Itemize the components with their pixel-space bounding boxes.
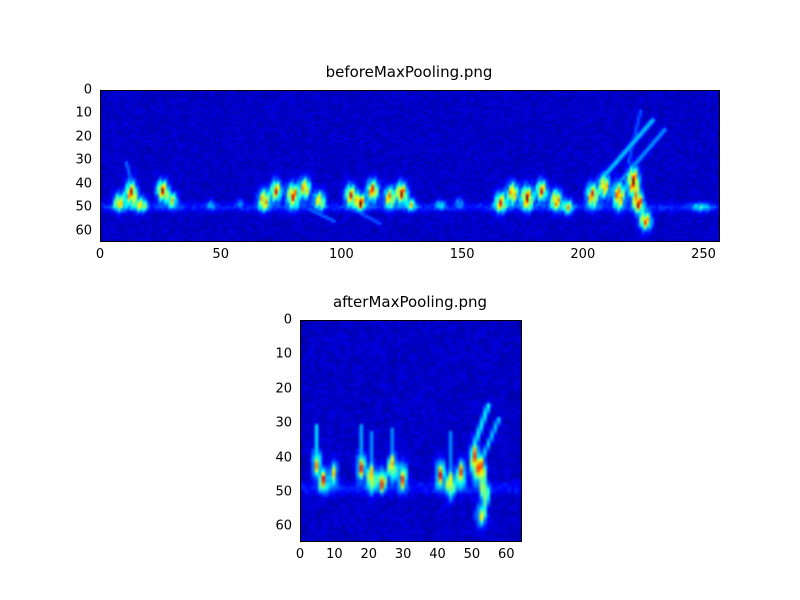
x-tick-label: 10 xyxy=(326,547,343,562)
x-tick-label: 0 xyxy=(95,247,105,262)
x-tick-label: 60 xyxy=(497,547,515,562)
y-tick-label: 10 xyxy=(275,346,292,362)
spectrogram-image-after xyxy=(301,321,521,541)
axes-before xyxy=(100,90,720,242)
y-tick-label: 60 xyxy=(275,518,292,534)
axes-after xyxy=(300,320,522,542)
y-tick-label: 60 xyxy=(75,223,92,239)
y-tick-label: 0 xyxy=(83,82,92,98)
y-tick-label: 40 xyxy=(275,450,292,465)
x-tick-label: 20 xyxy=(360,547,378,562)
x-tick-label: 250 xyxy=(691,247,716,262)
x-tick-label: 100 xyxy=(328,247,354,262)
y-tick-label: 20 xyxy=(275,381,292,397)
plot-title-before: beforeMaxPooling.png xyxy=(325,63,493,81)
spectrogram-image-before xyxy=(101,91,719,241)
y-tick-label: 50 xyxy=(275,484,292,500)
x-tick-label: 200 xyxy=(570,247,596,262)
x-tick-label: 40 xyxy=(429,547,446,562)
x-tick-label: 0 xyxy=(295,547,305,562)
y-tick-label: 10 xyxy=(75,105,92,121)
x-tick-label: 150 xyxy=(449,247,475,262)
y-tick-label: 20 xyxy=(75,129,92,145)
x-tick-label: 50 xyxy=(463,547,481,562)
y-tick-label: 30 xyxy=(75,152,92,168)
x-tick-label: 30 xyxy=(394,547,412,562)
y-tick-label: 40 xyxy=(75,176,92,192)
plot-title-after: afterMaxPooling.png xyxy=(332,293,488,311)
y-tick-label: 50 xyxy=(75,199,92,215)
x-tick-label: 50 xyxy=(212,247,229,262)
y-tick-label: 30 xyxy=(275,415,292,431)
y-tick-label: 0 xyxy=(283,312,292,328)
